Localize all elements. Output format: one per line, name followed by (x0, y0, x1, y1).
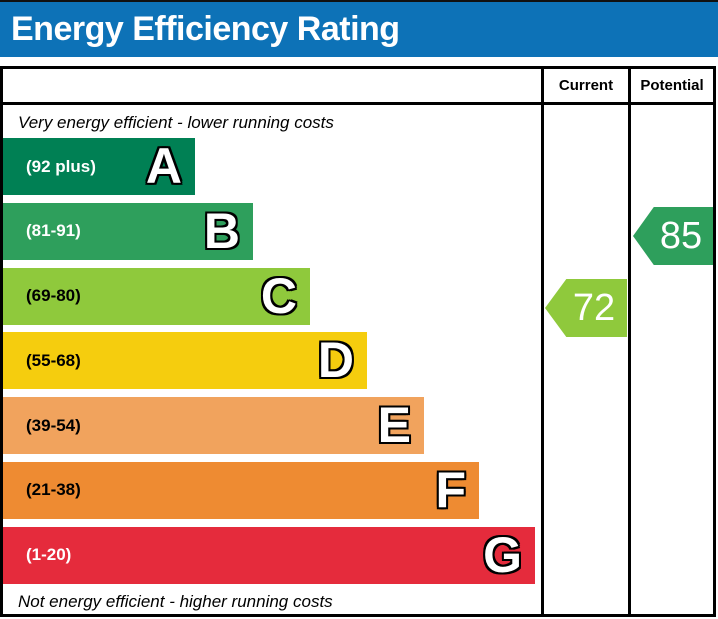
top-border-line (0, 0, 718, 2)
band-row: (55-68) D (3, 332, 367, 390)
current-rating-value: 72 (572, 286, 616, 329)
column-header-current: Current (558, 77, 614, 94)
band-letter: B (203, 202, 240, 259)
band-row: (1-20) G (3, 526, 535, 584)
band-letter: D (317, 332, 354, 389)
band-range-label: (1-20) (26, 545, 72, 565)
energy-rating-table: Current Potential Very energy efficient … (0, 66, 716, 617)
potential-rating-value: 85 (659, 214, 703, 257)
band-range-label: (81-91) (26, 221, 81, 241)
band-row: (69-80) C (3, 267, 310, 325)
band-row: (39-54) E (3, 397, 424, 455)
column-divider-potential (628, 69, 631, 614)
band-range-label: (69-80) (26, 286, 81, 306)
band-row: (21-38) F (3, 461, 479, 519)
top-note: Very energy efficient - lower running co… (18, 113, 334, 132)
table-header-row: Current Potential (3, 69, 713, 105)
band-letter: G (483, 526, 522, 583)
band-range-label: (92 plus) (26, 156, 96, 176)
title-bar: Energy Efficiency Rating (0, 2, 718, 57)
potential-rating-arrow: 85 (633, 207, 713, 265)
band-letter: F (435, 461, 466, 518)
band-letter: E (377, 397, 411, 454)
band-range-label: (39-54) (26, 415, 81, 435)
page-title: Energy Efficiency Rating (11, 10, 400, 48)
band-row: (92 plus) A (3, 138, 195, 195)
rating-bands: (92 plus) A (81-91) B (69-80) C (55-68) … (3, 138, 535, 592)
column-header-potential: Potential (640, 77, 704, 94)
band-letter: A (145, 138, 182, 194)
current-rating-arrow: 72 (545, 279, 627, 337)
column-divider-current (541, 69, 544, 614)
band-row: (81-91) B (3, 202, 253, 260)
bottom-note: Not energy efficient - higher running co… (18, 592, 333, 611)
band-letter: C (260, 267, 297, 324)
band-range-label: (21-38) (26, 480, 81, 500)
band-range-label: (55-68) (26, 350, 81, 370)
